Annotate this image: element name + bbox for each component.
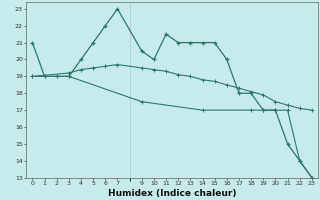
X-axis label: Humidex (Indice chaleur): Humidex (Indice chaleur) — [108, 189, 236, 198]
